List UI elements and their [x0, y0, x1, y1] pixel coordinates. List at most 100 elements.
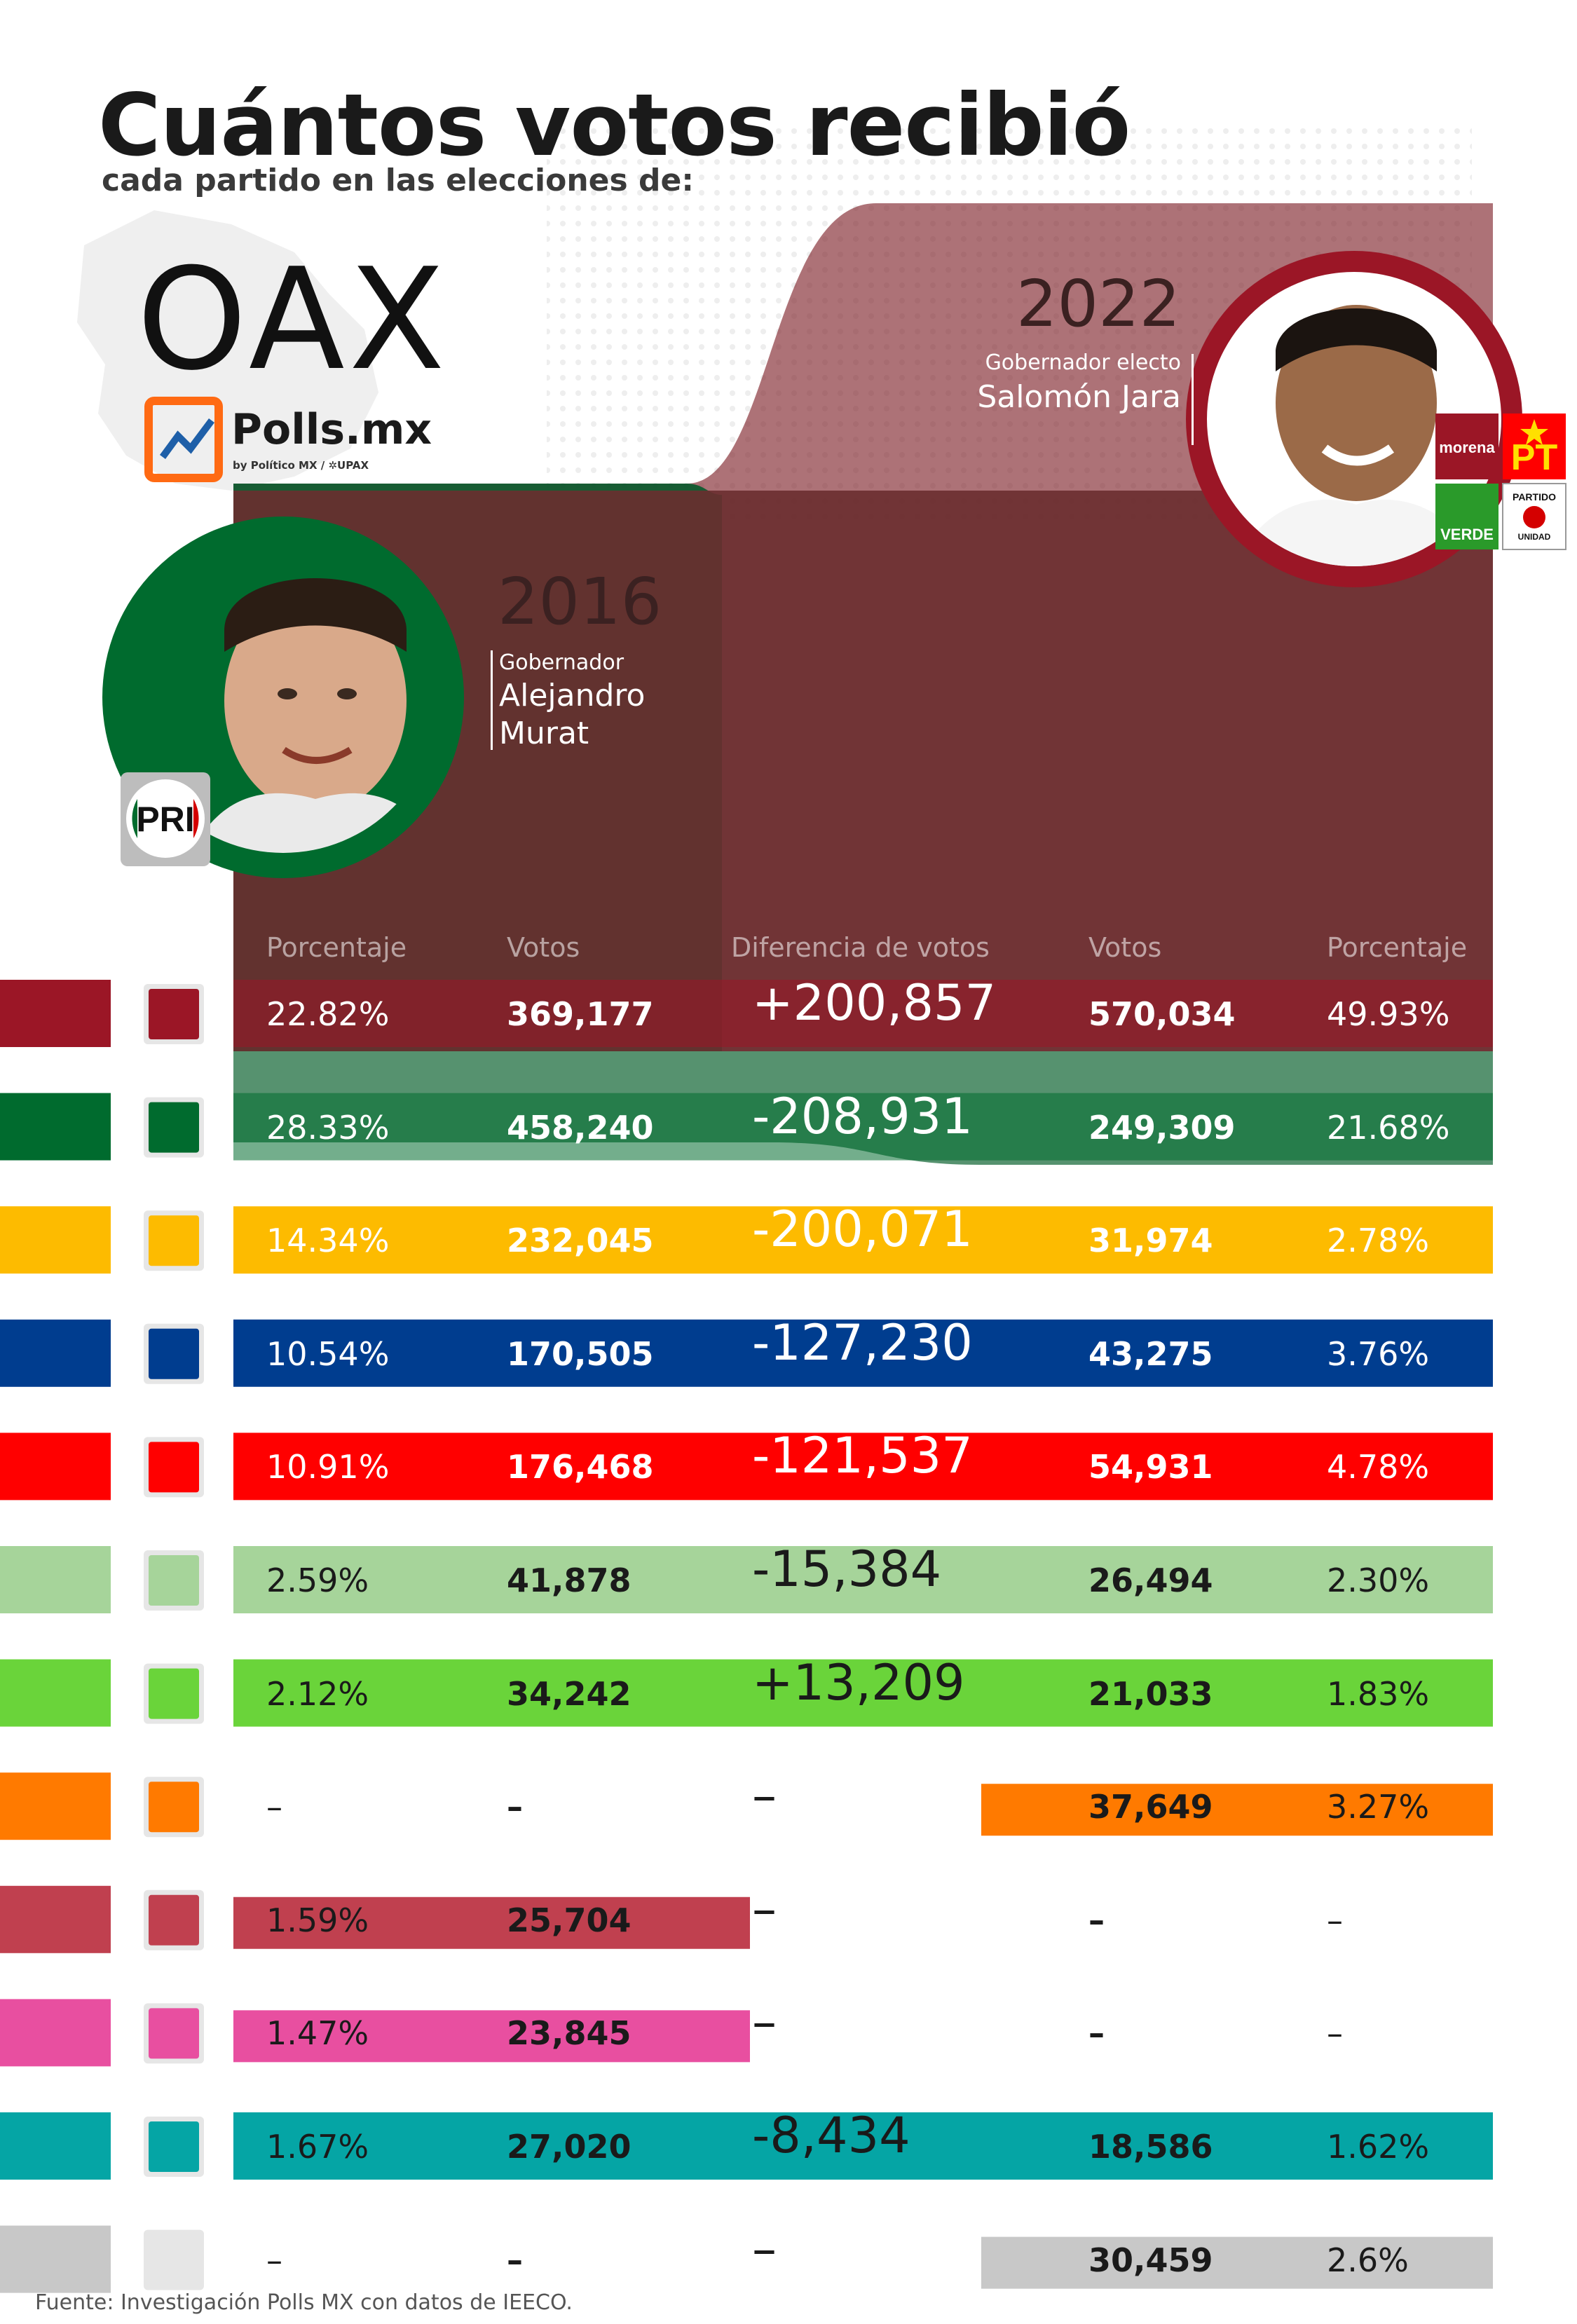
row-ind-votes-2022: 30,459: [1088, 2241, 1213, 2279]
row-ind-pct-2016: –: [266, 2241, 282, 2279]
party-logo-mark-prs: [149, 2008, 199, 2059]
legend-swatch-movimiento-ciudadano: [0, 1772, 111, 1840]
svg-text:VERDE: VERDE: [1440, 526, 1494, 543]
polls-logo-subtext: by Político MX / ✲UPAX: [233, 459, 369, 472]
flow-morena-body: [233, 491, 1493, 1051]
legend-swatch-pan: [0, 1319, 111, 1387]
row-movimiento-ciudadano-pct-2022: 3.27%: [1327, 1788, 1430, 1826]
row-movimiento-ciudadano-votes-2016: –: [507, 1788, 523, 1826]
row-movimiento-ciudadano-diff: –: [752, 1767, 777, 1825]
row-partido-unidad-popular-pct-2022: 2.30%: [1327, 1561, 1430, 1599]
row-alianza-pct-2022: 1.62%: [1327, 2128, 1430, 2166]
row-pt-diff: -121,537: [752, 1427, 973, 1485]
year-2022: 2022: [1016, 266, 1181, 341]
row-alianza-diff: -8,434: [752, 2107, 910, 2164]
legend-swatch-psd: [0, 1885, 111, 1953]
party-logo-mark-verde: [149, 1668, 199, 1719]
row-verde-pct-2022: 1.83%: [1327, 1674, 1430, 1713]
source-note: Fuente: Investigación Polls MX con datos…: [35, 2290, 573, 2315]
gov-2016-role: Gobernador: [499, 650, 624, 675]
row-prs-votes-2022: –: [1088, 2014, 1105, 2053]
row-ind-pct-2022: 2.6%: [1327, 2241, 1409, 2279]
row-prs-pct-2016: 1.47%: [266, 2014, 369, 2053]
bar-verde: [233, 1659, 1493, 1727]
row-ind-diff: –: [752, 2220, 777, 2278]
year-2016: 2016: [498, 564, 662, 639]
bar-morena: [233, 980, 1493, 1047]
row-verde-diff: +13,209: [752, 1653, 965, 1711]
row-psd-votes-2016: 25,704: [507, 1901, 632, 1939]
row-ind-votes-2016: –: [507, 2241, 523, 2279]
party-logo-mark-ind: [149, 2234, 199, 2285]
row-pan-pct-2022: 3.76%: [1327, 1334, 1430, 1373]
row-morena-pct-2016: 22.82%: [266, 995, 390, 1033]
portrait-jara: [1186, 251, 1522, 587]
bar-pri: [233, 1093, 1493, 1161]
svg-text:PARTIDO: PARTIDO: [1513, 491, 1556, 503]
bar-pt: [233, 1433, 1493, 1501]
row-pt-votes-2022: 54,931: [1088, 1448, 1213, 1486]
row-pri-votes-2016: 458,240: [507, 1108, 654, 1147]
row-prs-diff: –: [752, 1993, 777, 2051]
state-code: OAX: [137, 238, 449, 402]
party-logo-mark-psd: [149, 1894, 199, 1946]
row-psd-votes-2022: –: [1088, 1901, 1105, 1939]
row-pri-votes-2022: 249,309: [1088, 1108, 1236, 1147]
svg-text:PRI: PRI: [136, 800, 194, 839]
bar-prd: [233, 1206, 1493, 1274]
row-pri-diff: -208,931: [752, 1087, 973, 1145]
gov-2016-divider: [491, 650, 493, 750]
party-logo-mark-morena: [149, 989, 199, 1039]
row-pan-diff: -127,230: [752, 1313, 973, 1372]
row-prs-votes-2016: 23,845: [507, 2014, 632, 2053]
row-movimiento-ciudadano-pct-2016: –: [266, 1788, 282, 1826]
vote-flow-ribbons: [233, 203, 1493, 1165]
party-logo-mark-pri: [149, 1102, 199, 1153]
row-pt-pct-2016: 10.91%: [266, 1448, 390, 1486]
legend-swatch-pt: [0, 1433, 111, 1501]
bar-prs: [233, 2010, 750, 2063]
party-logo-mark-prd: [149, 1215, 199, 1266]
row-partido-unidad-popular-votes-2016: 41,878: [507, 1561, 632, 1599]
party-logo-mark-partido-unidad-popular: [149, 1555, 199, 1606]
row-prs-pct-2022: –: [1327, 2014, 1343, 2053]
bar-partido-unidad-popular: [233, 1546, 1493, 1613]
row-pan-pct-2016: 10.54%: [266, 1334, 390, 1373]
header-votes-2016: Votos: [507, 932, 580, 963]
gov-2016-name-first: Alejandro: [499, 678, 646, 713]
gov-2022-role: Gobernador electo: [985, 350, 1181, 375]
party-logo-mark-alianza: [149, 2121, 199, 2172]
bar-pan: [233, 1319, 1493, 1387]
row-morena-pct-2022: 49.93%: [1327, 995, 1450, 1033]
row-morena-votes-2022: 570,034: [1088, 995, 1236, 1033]
legend-swatch-verde: [0, 1659, 111, 1727]
bar-movimiento-ciudadano: [981, 1784, 1493, 1836]
legend-swatch-partido-unidad-popular: [0, 1546, 111, 1613]
row-prd-votes-2016: 232,045: [507, 1222, 654, 1260]
jara-coalition-logos: morena PT VERDE PARTIDO UNIDAD: [1435, 413, 1566, 550]
row-pt-votes-2016: 176,468: [507, 1448, 654, 1486]
row-prd-diff: -200,071: [752, 1201, 973, 1259]
row-psd-pct-2022: –: [1327, 1901, 1343, 1939]
page-subtitle: cada partido en las elecciones de:: [102, 163, 694, 198]
row-prd-pct-2016: 14.34%: [266, 1222, 390, 1260]
row-prd-votes-2022: 31,974: [1088, 1222, 1213, 1260]
party-logo-mark-movimiento-ciudadano: [149, 1782, 199, 1833]
row-morena-diff: +200,857: [752, 974, 997, 1032]
pri-logo: PRI: [121, 772, 210, 866]
row-psd-pct-2016: 1.59%: [266, 1901, 369, 1939]
svg-text:UNIDAD: UNIDAD: [1518, 532, 1551, 542]
svg-text:PT: PT: [1511, 437, 1558, 478]
row-psd-diff: –: [752, 1880, 777, 1938]
row-alianza-votes-2022: 18,586: [1088, 2128, 1213, 2166]
legend-swatch-prs: [0, 1999, 111, 2067]
row-pri-pct-2022: 21.68%: [1327, 1108, 1450, 1147]
party-logo-mark-pan: [149, 1328, 199, 1379]
row-movimiento-ciudadano-votes-2022: 37,649: [1088, 1788, 1213, 1826]
row-pt-pct-2022: 4.78%: [1327, 1448, 1430, 1486]
legend-swatch-prd: [0, 1206, 111, 1274]
gov-2022-name: Salomón Jara: [977, 379, 1181, 415]
bar-ind: [981, 2236, 1493, 2289]
header-diff: Diferencia de votos: [731, 932, 990, 963]
